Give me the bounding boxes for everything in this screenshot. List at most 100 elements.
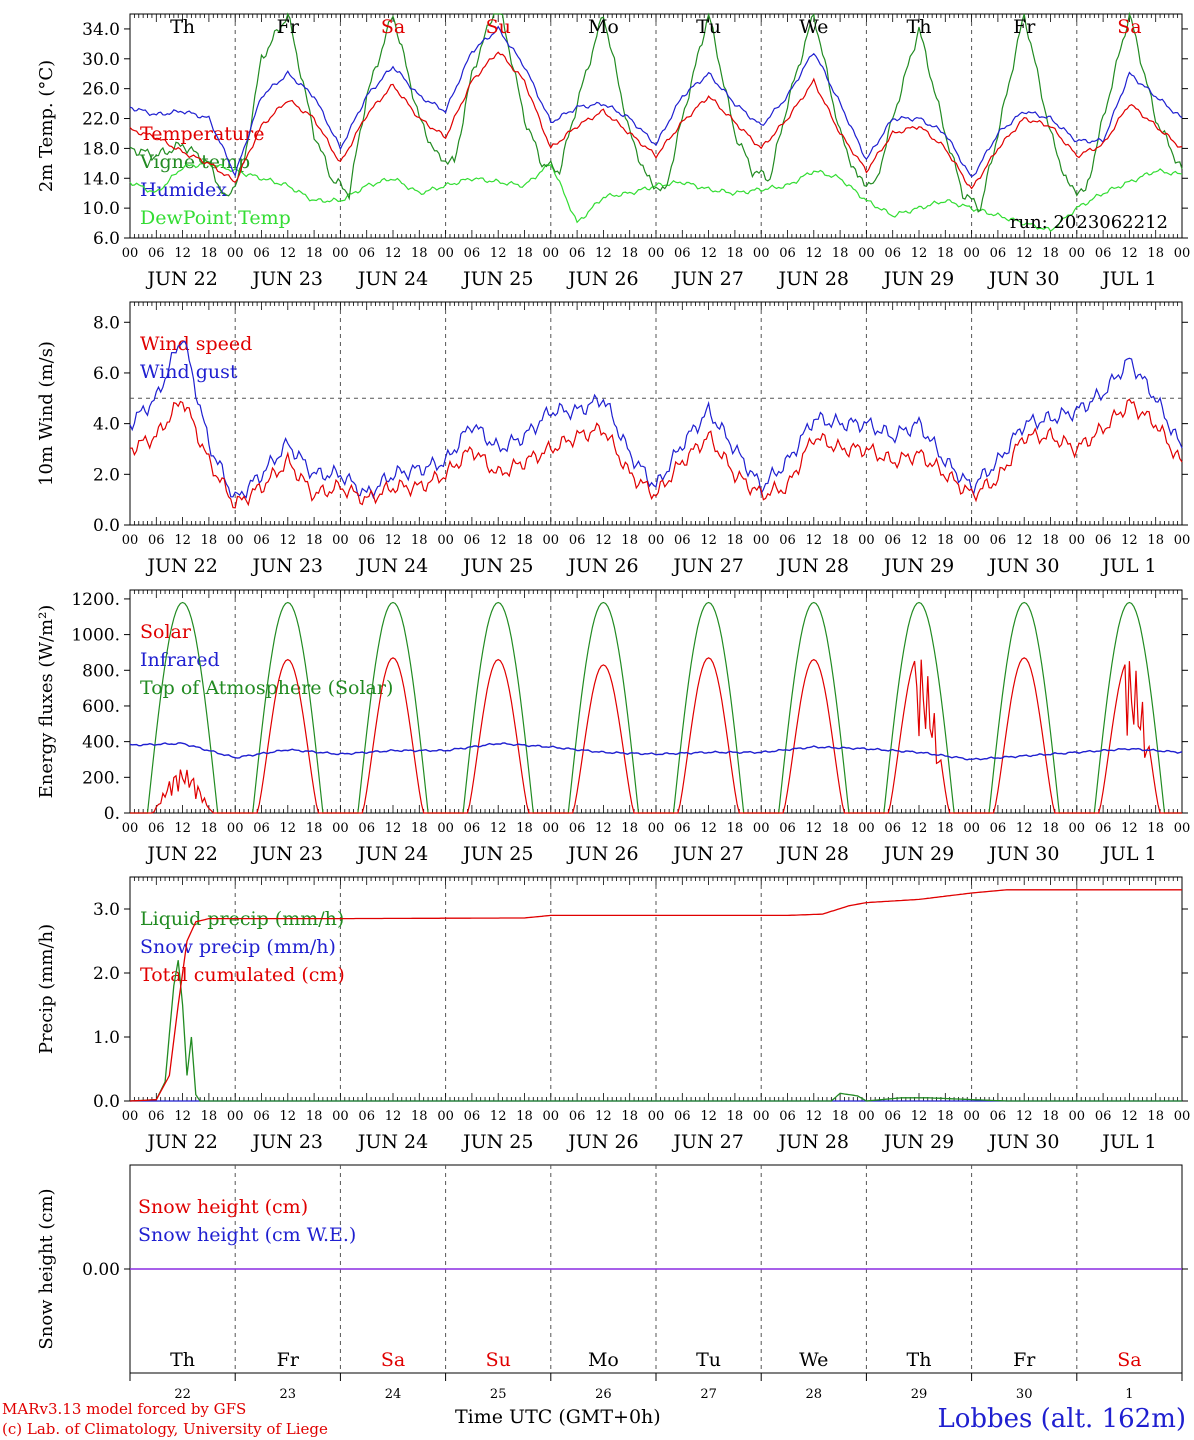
hour-tick-label: 00: [437, 246, 454, 261]
hour-tick-label: 12: [280, 821, 297, 836]
hour-tick-label: 18: [1042, 821, 1059, 836]
y-tick-label: 0.0: [93, 1092, 120, 1112]
hour-tick-label: 18: [1147, 821, 1164, 836]
hour-tick-label: 00: [648, 533, 665, 548]
legend-entry: Total cumulated (cm): [140, 964, 345, 986]
hour-tick-label: 00: [543, 821, 560, 836]
hour-tick-label: 18: [201, 533, 218, 548]
y-tick-label: 400.: [82, 733, 120, 753]
hour-tick-label: 18: [1042, 1109, 1059, 1124]
hour-tick-label: 12: [174, 533, 191, 548]
hour-tick-label: 00: [227, 821, 244, 836]
hour-tick-label: 06: [990, 1109, 1007, 1124]
weekday-label: Fr: [1013, 1349, 1036, 1371]
hour-tick-label: 00: [753, 246, 770, 261]
hour-tick-label: 00: [1174, 533, 1191, 548]
y-tick-label: 18.0: [82, 139, 120, 159]
hour-tick-label: 00: [858, 1109, 875, 1124]
date-label: JUN 27: [671, 843, 743, 865]
hour-tick-label: 12: [595, 821, 612, 836]
date-label: JUN 26: [566, 268, 638, 290]
hour-tick-label: 00: [227, 1109, 244, 1124]
hour-tick-label: 00: [437, 1109, 454, 1124]
panel-4: 00 06 12 18 JUN 22 00 06 12 18 JUN 23 00 06 12 18 JUN …: [36, 876, 1190, 1153]
y-tick-label: 6.0: [93, 229, 120, 249]
hour-tick-label: 12: [1016, 533, 1033, 548]
y-tick-label: 6.0: [93, 364, 120, 384]
hour-tick-label: 06: [674, 821, 691, 836]
date-label: JUN 30: [987, 268, 1059, 290]
weekday-label: We: [799, 1349, 828, 1371]
hour-tick-label: 06: [674, 246, 691, 261]
legend-entry: Snow height (cm): [138, 1196, 308, 1218]
hour-tick-label: 06: [358, 821, 375, 836]
hour-tick-label: 06: [1095, 821, 1112, 836]
y-tick-label: 0.00: [82, 1260, 120, 1280]
hour-tick-label: 12: [911, 821, 928, 836]
date-label: JUN 29: [882, 268, 954, 290]
hour-tick-label: 06: [148, 246, 165, 261]
hour-tick-label: 00: [648, 1109, 665, 1124]
hour-tick-label: 18: [727, 821, 744, 836]
date-label: JUN 30: [987, 555, 1059, 577]
weekday-label: Th: [907, 16, 932, 38]
y-tick-label: 1200.: [71, 590, 120, 610]
y-axis-label: 2m Temp. (°C): [36, 60, 57, 192]
hour-tick-label: 18: [1042, 246, 1059, 261]
series-line-total-cumulated-cm-: [129, 889, 1182, 1102]
day-number-label: 22: [174, 1387, 191, 1402]
date-label: JUN 27: [671, 555, 743, 577]
y-tick-label: 800.: [82, 661, 120, 681]
hour-tick-label: 06: [253, 1109, 270, 1124]
hour-tick-label: 06: [358, 246, 375, 261]
date-label: JUN 22: [145, 1131, 217, 1153]
hour-tick-label: 00: [332, 533, 349, 548]
weekday-label: Sa: [381, 16, 405, 38]
hour-tick-label: 00: [437, 821, 454, 836]
hour-tick-label: 06: [674, 533, 691, 548]
series-line-dewpoint-temp: [129, 160, 1183, 232]
hour-tick-label: 12: [911, 246, 928, 261]
panel-1: 00 06 12 18 JUN 22 00 06 12 18 JUN 23 00 06 12 18 JUN …: [36, 13, 1190, 290]
hour-tick-label: 00: [1069, 246, 1086, 261]
hour-tick-label: 06: [779, 1109, 796, 1124]
weekday-label: Th: [170, 1349, 195, 1371]
date-label: JUN 29: [882, 1131, 954, 1153]
hour-tick-label: 18: [201, 246, 218, 261]
y-tick-label: 26.0: [82, 80, 120, 100]
y-axis-label: Energy fluxes (W/m²): [36, 605, 57, 799]
hour-tick-label: 00: [1069, 1109, 1086, 1124]
legend-entry: DewPoint Temp: [140, 207, 291, 229]
hour-tick-label: 18: [306, 821, 323, 836]
weekday-label: Th: [907, 1349, 932, 1371]
hour-tick-label: 06: [569, 533, 586, 548]
hour-tick-label: 18: [1042, 533, 1059, 548]
series-line-vigne-temp: [129, 11, 1183, 213]
hour-tick-label: 00: [543, 1109, 560, 1124]
hour-tick-label: 00: [1069, 821, 1086, 836]
hour-tick-label: 06: [674, 1109, 691, 1124]
series-line-wind-gust: [129, 340, 1183, 500]
date-label: JUL 1: [1100, 268, 1156, 290]
hour-tick-label: 12: [1121, 246, 1138, 261]
y-axis-label: Precip (mm/h): [36, 924, 57, 1054]
panel-3: 00 06 12 18 JUN 22 00 06 12 18 JUN 23 00 06 12 18 JUN …: [36, 589, 1190, 865]
hour-tick-label: 00: [543, 533, 560, 548]
hour-tick-label: 12: [385, 533, 402, 548]
station-title: Lobbes (alt. 162m): [937, 1404, 1186, 1434]
hour-tick-label: 00: [858, 246, 875, 261]
hour-tick-label: 12: [595, 1109, 612, 1124]
date-label: JUN 22: [145, 268, 217, 290]
hour-tick-label: 18: [201, 1109, 218, 1124]
hour-tick-label: 00: [858, 821, 875, 836]
hour-tick-label: 12: [700, 821, 717, 836]
hour-tick-label: 06: [569, 821, 586, 836]
date-label: JUN 30: [987, 843, 1059, 865]
hour-tick-label: 06: [358, 1109, 375, 1124]
hour-tick-label: 06: [779, 533, 796, 548]
date-label: JUL 1: [1100, 555, 1156, 577]
date-label: JUN 22: [145, 555, 217, 577]
hour-tick-label: 06: [1095, 533, 1112, 548]
hour-tick-label: 06: [569, 246, 586, 261]
weekday-label: Mo: [588, 1349, 619, 1371]
